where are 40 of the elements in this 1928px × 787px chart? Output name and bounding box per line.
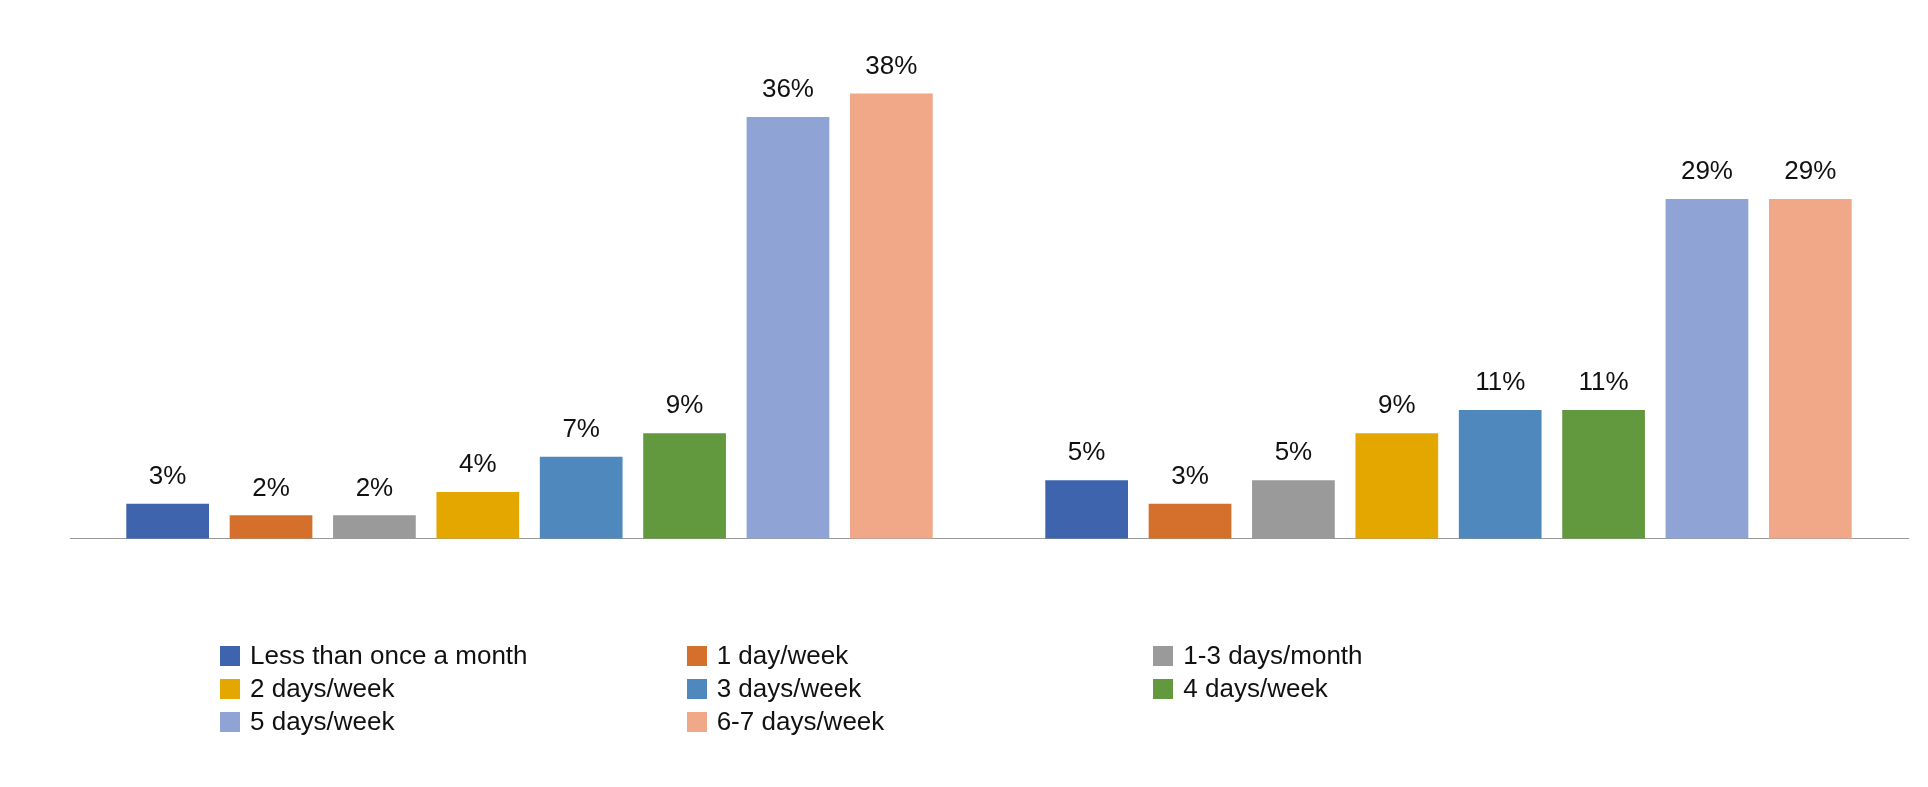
bar xyxy=(850,93,933,539)
data-label: 29% xyxy=(1680,155,1733,186)
bar xyxy=(1355,433,1439,539)
data-label: 5% xyxy=(1067,436,1106,467)
bar xyxy=(1458,409,1542,539)
legend-label: 2 days/week xyxy=(250,673,395,704)
legend-label: 3 days/week xyxy=(716,673,862,704)
bar xyxy=(746,116,830,539)
bar xyxy=(539,456,623,539)
bar xyxy=(1252,480,1335,539)
data-label: 5% xyxy=(1274,436,1313,467)
data-label: 2% xyxy=(252,471,290,502)
data-label: 3% xyxy=(1171,459,1209,490)
data-label: 29% xyxy=(1784,155,1837,186)
legend-label: 5 days/week xyxy=(250,706,395,737)
data-label: 4% xyxy=(459,448,497,479)
data-label: 11% xyxy=(1475,366,1526,397)
bar xyxy=(1562,409,1645,539)
data-label: 2% xyxy=(355,471,394,502)
data-label: 36% xyxy=(761,73,814,104)
data-label: 9% xyxy=(665,389,704,420)
bar xyxy=(1665,198,1749,539)
bar xyxy=(1045,480,1128,539)
data-label: 9% xyxy=(1378,389,1416,420)
bar xyxy=(643,433,726,539)
data-label: 38% xyxy=(865,49,918,80)
bar xyxy=(1769,198,1852,539)
bar xyxy=(333,515,416,539)
bar xyxy=(436,491,520,539)
legend-label: 1 day/week xyxy=(716,640,849,671)
legend-label: 1-3 days/month xyxy=(1183,640,1363,671)
legend-label: 4 days/week xyxy=(1183,673,1328,704)
bar xyxy=(126,503,209,539)
bar xyxy=(1148,503,1232,539)
bar xyxy=(229,515,313,539)
legend-label: 6-7 days/week xyxy=(716,706,885,737)
data-label: 3% xyxy=(148,459,187,490)
data-label: 7% xyxy=(562,412,600,443)
legend-label: Less than once a month xyxy=(250,640,528,671)
data-label: 11% xyxy=(1578,366,1629,397)
